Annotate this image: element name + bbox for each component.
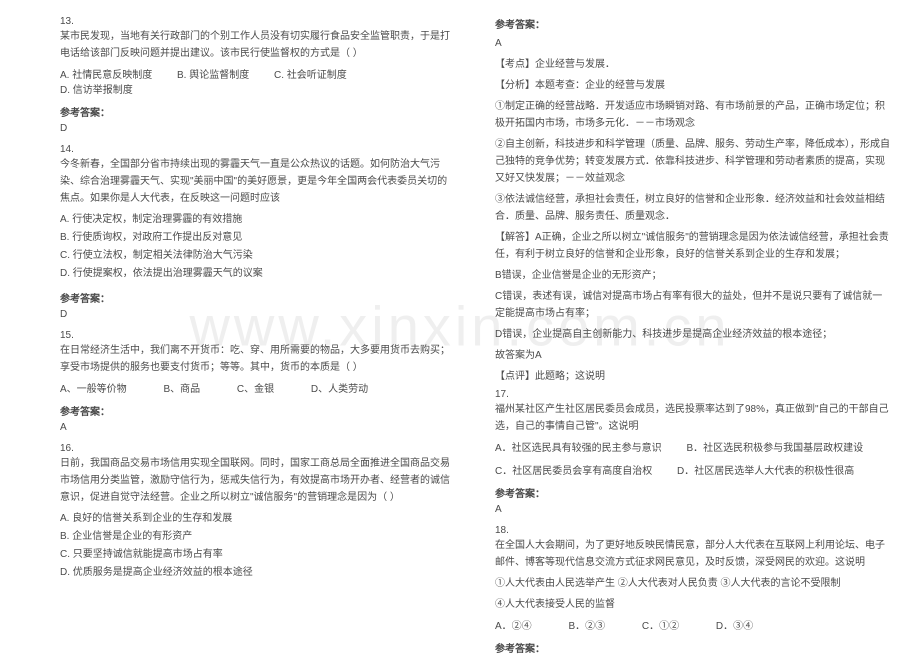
- q13-ans: D: [60, 123, 455, 134]
- q17-stem: 福州某社区产生社区居民委员会成员，选民投票率达到了98%，真正做到"自己的干部自…: [495, 401, 890, 435]
- q13-ans-label: 参考答案：: [60, 104, 455, 119]
- q16-g: 故答案为A: [495, 347, 890, 364]
- q16-p3: ③依法诚信经营，承担社会责任，树立良好的信誉和企业形象．经济效益和社会效益相结合…: [495, 191, 890, 225]
- q16-opt-c: C. 只要坚持诚信就能提高市场占有率: [60, 546, 455, 563]
- q15-opts: A、一般等价物 B、商品 C、金银 D、人类劳动: [60, 380, 455, 395]
- q18-p2: ④人大代表接受人民的监督: [495, 596, 890, 613]
- q16-num: 16.: [60, 443, 455, 454]
- q13-opt-b: B. 舆论监督制度: [177, 66, 249, 81]
- q14-num: 14.: [60, 144, 455, 155]
- q17-opt-c: C．社区居民委员会享有高度自治权: [495, 462, 652, 477]
- q16-jd: 【解答】A正确，企业之所以树立"诚信服务"的营销理念是因为依法诚信经营，承担社会…: [495, 229, 890, 263]
- q15-num: 15.: [60, 330, 455, 341]
- q16-stem: 日前，我国商品交易市场信用实现全国联网。同时，国家工商总局全面推进全国商品交易市…: [60, 455, 455, 506]
- q14-ans: D: [60, 309, 455, 320]
- q15-ans-label: 参考答案：: [60, 403, 455, 418]
- q15-stem: 在日常经济生活中，我们离不开货币：吃、穿、用所需要的物品，大多要用货币去购买；享…: [60, 342, 455, 376]
- q18-opts: A．②④ B．②③ C．①② D．③④: [495, 617, 890, 632]
- q14-opt-b: B. 行使质询权，对政府工作提出反对意见: [60, 229, 455, 246]
- q17-opt-d: D．社区居民选举人大代表的积极性很高: [677, 462, 854, 477]
- q16-ans-label: 参考答案：: [495, 16, 890, 31]
- q18-opt-d: D．③④: [716, 617, 753, 632]
- q17-ans-label: 参考答案：: [495, 485, 890, 500]
- q17-num: 17.: [495, 389, 890, 400]
- q16-c: C错误，表述有误，诚信对提高市场占有率有很大的益处，但并不是说只要有了诚信就一定…: [495, 288, 890, 322]
- q14-opt-d: D. 行使提案权，依法提出治理雾霾天气的议案: [60, 265, 455, 282]
- q18-opt-a: A．②④: [495, 617, 532, 632]
- q18-ans-label: 参考答案：: [495, 640, 890, 655]
- q14-opt-c: C. 行使立法权，制定相关法律防治大气污染: [60, 247, 455, 264]
- q16-ans: A: [495, 35, 890, 52]
- q16-kd: 【考点】企业经营与发展．: [495, 56, 890, 73]
- q18-p1: ①人大代表由人民选举产生 ②人大代表对人民负责 ③人大代表的言论不受限制: [495, 575, 890, 592]
- q14-opt-a: A. 行使决定权，制定治理雾霾的有效措施: [60, 211, 455, 228]
- page: 13. 某市民发现，当地有关行政部门的个别工作人员没有切实履行食品安全监管职责，…: [0, 0, 920, 669]
- q13-opt-d: D. 信访举报制度: [60, 81, 133, 96]
- q17-ans: A: [495, 504, 890, 515]
- q16-p2: ②自主创新，科技进步和科学管理（质量、品牌、服务、劳动生产率，降低成本），形成自…: [495, 136, 890, 187]
- q16-opt-d: D. 优质服务是提高企业经济效益的根本途径: [60, 564, 455, 581]
- q16-fx: 【分析】本题考查：企业的经营与发展: [495, 77, 890, 94]
- q16-d: D错误，企业提高自主创新能力、科技进步是提高企业经济效益的根本途径；: [495, 326, 890, 343]
- q17-opts-row1: A．社区选民具有较强的民主参与意识 B．社区选民积极参与我国基层政权建设: [495, 439, 890, 454]
- q13-opts: A. 社情民意反映制度 B. 舆论监督制度 C. 社会听证制度 D. 信访举报制…: [60, 66, 455, 96]
- q15-opt-a: A、一般等价物: [60, 380, 127, 395]
- q13-opt-a: A. 社情民意反映制度: [60, 66, 152, 81]
- q18-opt-c: C．①②: [642, 617, 679, 632]
- q15-opt-c: C、金银: [237, 380, 274, 395]
- q17-opt-b: B．社区选民积极参与我国基层政权建设: [686, 439, 863, 454]
- q13-stem: 某市民发现，当地有关行政部门的个别工作人员没有切实履行食品安全监管职责，于是打电…: [60, 28, 455, 62]
- q16-p1: ①制定正确的经营战略．开发适应市场瞬销对路、有市场前景的产品，正确市场定位；积极…: [495, 98, 890, 132]
- q18-stem: 在全国人大会期间，为了更好地反映民情民意，部分人大代表在互联网上利用论坛、电子邮…: [495, 537, 890, 571]
- left-column: 13. 某市民发现，当地有关行政部门的个别工作人员没有切实履行食品安全监管职责，…: [60, 16, 455, 659]
- q17-opt-a: A．社区选民具有较强的民主参与意识: [495, 439, 662, 454]
- q15-ans: A: [60, 422, 455, 433]
- q16-b: B错误，企业信誉是企业的无形资产；: [495, 267, 890, 284]
- q18-num: 18.: [495, 525, 890, 536]
- q14-ans-label: 参考答案：: [60, 290, 455, 305]
- q13-opt-c: C. 社会听证制度: [274, 66, 347, 81]
- q17-opts-row2: C．社区居民委员会享有高度自治权 D．社区居民选举人大代表的积极性很高: [495, 462, 890, 477]
- q14-stem: 今冬新春，全国部分省市持续出现的雾霾天气一直是公众热议的话题。如何防治大气污染、…: [60, 156, 455, 207]
- q16-opt-a: A. 良好的信誉关系到企业的生存和发展: [60, 510, 455, 527]
- q16-opt-b: B. 企业信誉是企业的有形资产: [60, 528, 455, 545]
- q15-opt-b: B、商品: [163, 380, 200, 395]
- right-column: 参考答案： A 【考点】企业经营与发展． 【分析】本题考查：企业的经营与发展 ①…: [495, 16, 890, 659]
- q15-opt-d: D、人类劳动: [311, 380, 368, 395]
- q16-dp: 【点评】此题略；这说明: [495, 368, 890, 385]
- q18-opt-b: B．②③: [568, 617, 605, 632]
- q13-num: 13.: [60, 16, 455, 27]
